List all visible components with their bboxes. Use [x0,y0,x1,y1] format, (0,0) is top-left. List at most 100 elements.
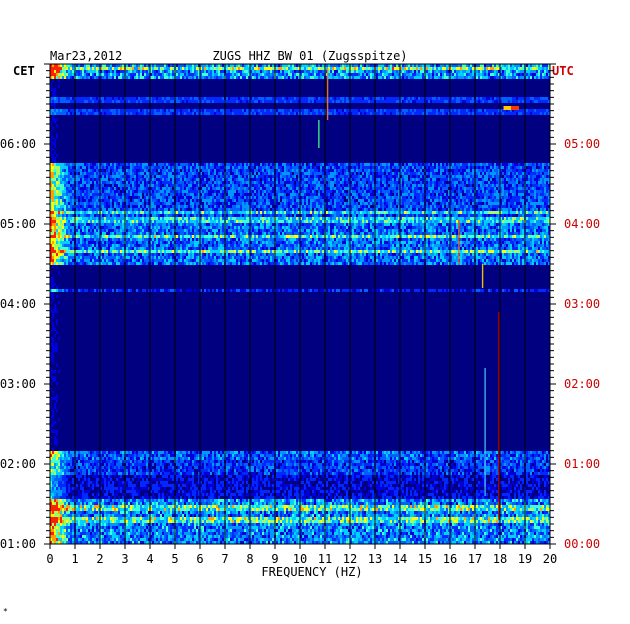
heatmap-cell [316,166,318,169]
heatmap-cell [472,172,474,175]
heatmap-cell [376,178,378,181]
heatmap-cell [84,193,86,196]
heatmap-cell [140,97,142,100]
heatmap-cell [56,76,58,79]
heatmap-cell [428,64,430,67]
heatmap-cell [454,109,456,112]
heatmap-cell [508,70,510,73]
heatmap-cell [318,178,320,181]
heatmap-cell [70,76,72,79]
heatmap-cell [88,193,90,196]
heatmap-cell [150,166,152,169]
heatmap-cell [538,67,540,70]
heatmap-cell [208,112,210,115]
heatmap-cell [276,163,278,166]
heatmap-cell [228,178,230,181]
heatmap-cell [148,76,150,79]
heatmap-cell [194,163,196,166]
heatmap-cell [412,73,414,76]
heatmap-cell [98,169,100,172]
heatmap-cell [260,187,262,190]
heatmap-cell [452,193,454,196]
heatmap-cell [348,169,350,172]
heatmap-cell [82,64,84,67]
heatmap-cell [188,97,190,100]
heatmap-cell [350,193,352,196]
heatmap-cell [356,187,358,190]
heatmap-cell [476,193,478,196]
heatmap-cell [510,64,512,67]
heatmap-cell [400,190,402,193]
heatmap-cell [130,109,132,112]
heatmap-cell [68,193,70,196]
heatmap-cell [314,166,316,169]
heatmap-cell [354,187,356,190]
heatmap-cell [350,178,352,181]
heatmap-cell [218,64,220,67]
heatmap-cell [390,112,392,115]
heatmap-cell [410,67,412,70]
heatmap-cell [226,163,228,166]
heatmap-cell [542,181,544,184]
heatmap-cell [522,76,524,79]
heatmap-cell [422,100,424,103]
heatmap-cell [188,172,190,175]
heatmap-cell [294,100,296,103]
heatmap-cell [64,163,66,166]
heatmap-cell [98,178,100,181]
heatmap-cell [270,64,272,67]
heatmap-cell [346,178,348,181]
heatmap-cell [296,169,298,172]
heatmap-cell [138,70,140,73]
heatmap-cell [136,169,138,172]
heatmap-cell [170,181,172,184]
heatmap-cell [482,190,484,193]
heatmap-cell [240,112,242,115]
heatmap-cell [346,109,348,112]
heatmap-cell [214,67,216,70]
heatmap-cell [534,178,536,181]
heatmap-cell [244,190,246,193]
heatmap-cell [510,163,512,166]
heatmap-cell [72,109,74,112]
heatmap-cell [420,163,422,166]
heatmap-cell [82,70,84,73]
heatmap-cell [470,193,472,196]
heatmap-cell [100,112,102,115]
heatmap-cell [72,73,74,76]
heatmap-cell [510,172,512,175]
heatmap-cell [264,97,266,100]
heatmap-cell [226,70,228,73]
heatmap-cell [522,64,524,67]
heatmap-cell [84,166,86,169]
heatmap-cell [92,181,94,184]
heatmap-cell [310,100,312,103]
heatmap-cell [440,73,442,76]
heatmap-cell [328,97,330,100]
heatmap-cell [160,100,162,103]
heatmap-cell [278,76,280,79]
heatmap-cell [400,169,402,172]
heatmap-cell [342,109,344,112]
heatmap-cell [302,163,304,166]
heatmap-cell [382,169,384,172]
heatmap-cell [62,73,64,76]
heatmap-cell [164,97,166,100]
heatmap-cell [134,169,136,172]
heatmap-cell [270,73,272,76]
heatmap-cell [52,64,54,67]
heatmap-cell [136,64,138,67]
heatmap-cell [264,112,266,115]
heatmap-cell [292,193,294,196]
heatmap-cell [338,112,340,115]
heatmap-cell [478,76,480,79]
heatmap-cell [242,193,244,196]
heatmap-cell [406,64,408,67]
heatmap-cell [408,169,410,172]
heatmap-cell [518,193,520,196]
heatmap-cell [458,175,460,178]
heatmap-cell [494,73,496,76]
heatmap-cell [398,73,400,76]
heatmap-cell [196,100,198,103]
heatmap-cell [346,187,348,190]
